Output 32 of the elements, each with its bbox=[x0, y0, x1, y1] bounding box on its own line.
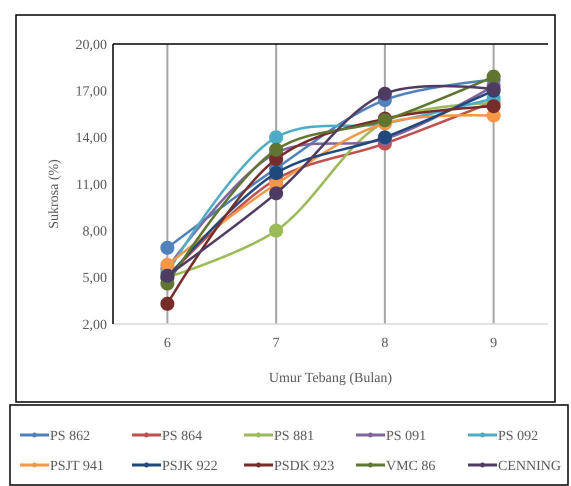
y-tick-label: 2,00 bbox=[82, 318, 107, 333]
legend-label: PS 881 bbox=[274, 428, 314, 444]
y-tick-label: 8,00 bbox=[82, 224, 107, 240]
y-axis-title: Sukrosa (%) bbox=[47, 158, 62, 229]
x-tick-label: 9 bbox=[490, 336, 498, 351]
legend-label: PS 091 bbox=[386, 428, 426, 444]
point bbox=[378, 86, 392, 101]
point bbox=[486, 99, 501, 114]
point bbox=[269, 224, 284, 238]
y-tick-label: 17,00 bbox=[76, 84, 107, 100]
legend-label: CENNING bbox=[498, 458, 561, 474]
legend-label: PS 092 bbox=[498, 428, 538, 444]
point bbox=[269, 186, 284, 200]
legend-label: PS 864 bbox=[162, 428, 202, 444]
legend-label: PS 862 bbox=[50, 428, 90, 444]
x-tick-label: 7 bbox=[272, 336, 280, 351]
y-tick-label: 11,00 bbox=[76, 178, 107, 193]
legend-label: PSJK 922 bbox=[162, 458, 218, 474]
point bbox=[269, 166, 284, 180]
y-tick-label: 20,00 bbox=[76, 38, 107, 53]
y-tick-label: 14,00 bbox=[76, 131, 107, 146]
point bbox=[269, 130, 284, 144]
point bbox=[160, 240, 174, 255]
legend-label: VMC 86 bbox=[386, 458, 436, 474]
point bbox=[160, 296, 174, 311]
x-axis-title: Umur Tebang (Bulan) bbox=[268, 371, 392, 386]
legend-label: PSJT 941 bbox=[50, 458, 104, 474]
y-tick-label: 5,00 bbox=[82, 271, 107, 286]
x-tick-label: 8 bbox=[381, 336, 388, 351]
legend-label: PSDK 923 bbox=[274, 458, 334, 474]
x-tick-label: 6 bbox=[164, 336, 171, 351]
point bbox=[269, 142, 284, 157]
